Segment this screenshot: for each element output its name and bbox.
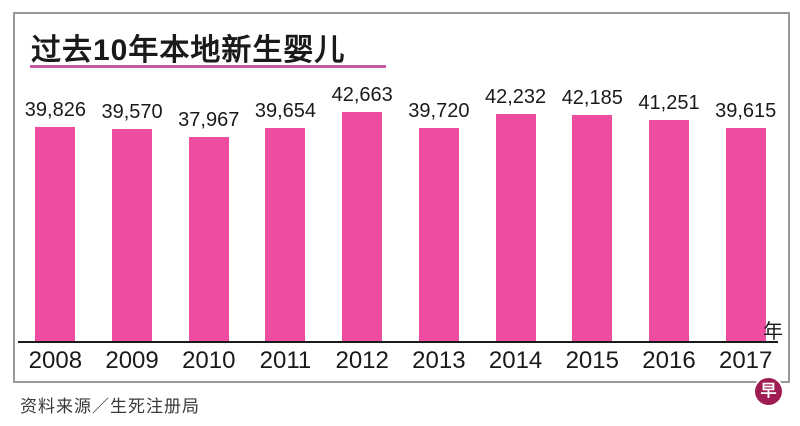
zaobao-logo-icon: 早 — [755, 378, 782, 405]
x-axis-labels: 2008 2009 2010 2011 2012 2013 2014 2015 2016 2017 — [17, 347, 784, 375]
bar — [188, 137, 229, 341]
x-axis-tick-label: 2017 — [718, 347, 773, 374]
bar-column: 39,654 — [247, 100, 324, 341]
bar-value-label: 42,663 — [331, 84, 393, 106]
bar-column: 42,232 — [477, 86, 554, 341]
bar-column: 39,615 — [707, 100, 784, 341]
bar-value-label: 39,720 — [408, 100, 470, 122]
x-axis-tick-label: 2015 — [565, 347, 619, 374]
bar-column: 37,967 — [170, 109, 247, 341]
bar-column: 41,251 — [631, 92, 708, 341]
bar — [495, 114, 536, 341]
bar-value-label: 39,615 — [715, 100, 777, 122]
bar — [112, 129, 153, 341]
bar-value-label: 42,232 — [484, 86, 547, 108]
x-axis-tick-label: 2011 — [259, 347, 312, 374]
bar-value-label: 39,826 — [24, 99, 86, 121]
bar-value-label: 42,185 — [561, 87, 623, 109]
x-axis-tick-label: 2009 — [105, 347, 159, 374]
bar — [572, 115, 613, 341]
x-axis-line — [18, 341, 778, 343]
bar-column: 39,826 — [17, 99, 94, 341]
x-axis-tick-label: 2013 — [412, 347, 466, 374]
bar — [35, 127, 76, 341]
bar-chart: 39,826 39,570 37,967 39,654 42,663 39,720 42,2… — [17, 14, 784, 341]
title-underline — [30, 65, 386, 68]
chart-title: 过去10年本地新生婴儿 — [31, 34, 346, 67]
source-attribution: 资料来源／生死注册局 — [20, 397, 200, 416]
bar — [418, 128, 459, 341]
bar-column: 39,720 — [401, 100, 478, 341]
bar — [648, 120, 689, 341]
x-axis-tick-label: 2012 — [335, 347, 389, 374]
x-axis-tick-label: 2014 — [488, 347, 543, 374]
bar-value-label: 41,251 — [638, 92, 700, 114]
zaobao-logo-glyph: 早 — [760, 382, 777, 400]
bar-value-label: 39,570 — [101, 101, 163, 123]
x-axis-tick-label: 2010 — [182, 347, 236, 374]
bar-value-label: 37,967 — [178, 109, 240, 131]
x-axis-unit-label: 年 — [763, 321, 783, 343]
bar — [725, 128, 766, 341]
bar — [342, 112, 383, 341]
chart-panel: 过去10年本地新生婴儿 39,826 39,570 37,967 39,654 42,6… — [13, 12, 790, 383]
bar-column: 42,663 — [324, 84, 401, 341]
x-axis-tick-label: 2008 — [28, 347, 83, 374]
x-axis-tick-label: 2016 — [642, 347, 696, 374]
bar-column: 39,570 — [94, 101, 171, 341]
bar-column: 42,185 — [554, 87, 631, 341]
bar-value-label: 39,654 — [254, 100, 317, 122]
bar — [265, 128, 306, 341]
